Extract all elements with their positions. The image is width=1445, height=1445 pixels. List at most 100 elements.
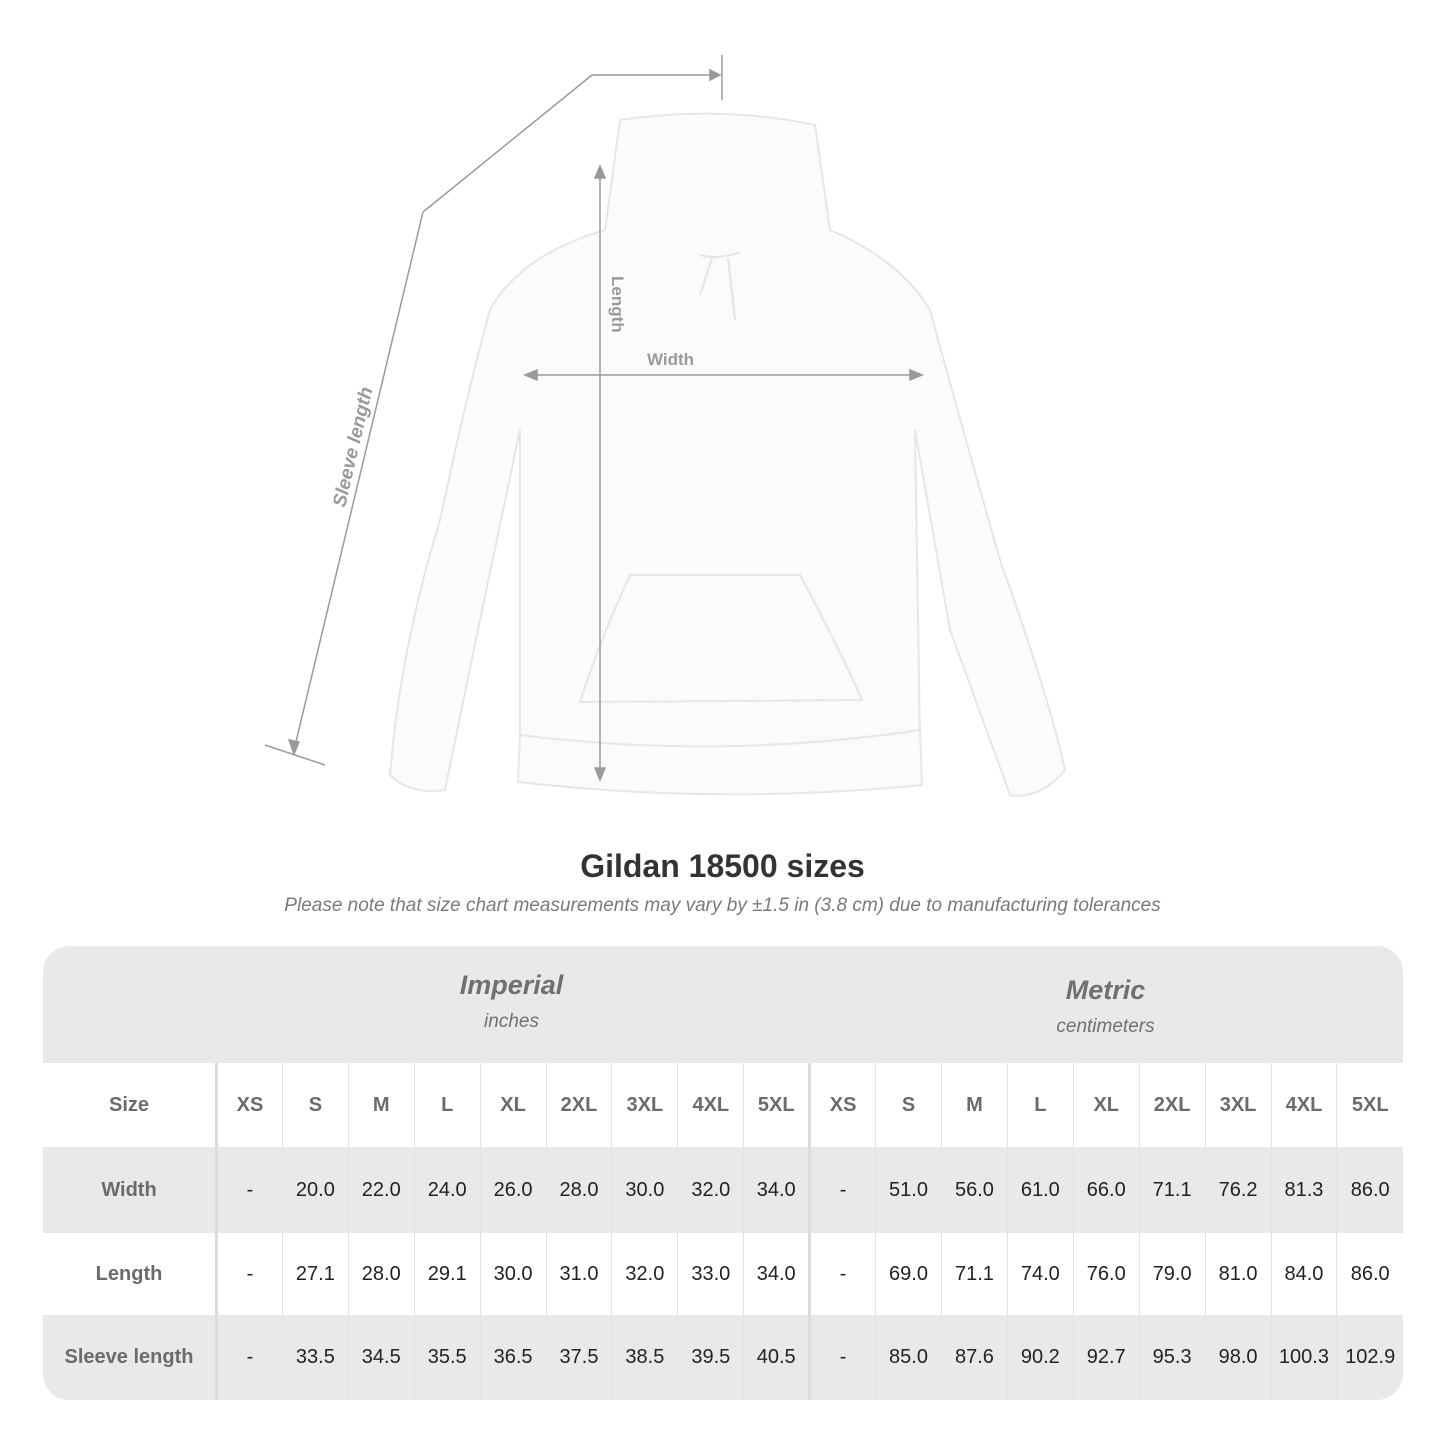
metric-size-header: 3XL [1204,1063,1271,1147]
imperial-size-header: 4XL [677,1063,744,1147]
imperial-size-header: M [347,1063,415,1147]
tolerance-note: Please note that size chart measurements… [284,895,1161,916]
metric-value-cell: 86.0 [1336,1233,1403,1315]
page-title: Gildan 18500 sizes [580,848,865,884]
imperial-value-cell: - [216,1233,283,1315]
hoodie-pocket [578,574,864,704]
sleeve-arrow-top [709,68,722,82]
metric-size-header: L [1006,1063,1074,1147]
imperial-value-cell: 28.0 [545,1147,612,1233]
imperial-value-cell: 22.0 [347,1147,415,1233]
imperial-unit: inches [484,1011,539,1032]
imperial-header: Imperial inches [215,946,808,1063]
imperial-value-cell: - [216,1147,283,1233]
metric-value-cell: 69.0 [875,1233,942,1315]
metric-value-cell: 71.1 [940,1233,1008,1315]
metric-size-header: 4XL [1270,1063,1337,1147]
metric-value-cell: - [808,1315,876,1400]
size-header-label: Size [43,1063,218,1147]
sleeve-end-tick-bottom [264,744,326,766]
metric-header: Metric centimeters [808,946,1403,1063]
imperial-size-header: S [281,1063,349,1147]
imperial-value-cell: 34.0 [743,1233,810,1315]
imperial-value-cell: 39.5 [677,1315,744,1400]
imperial-size-header: 2XL [545,1063,612,1147]
unit-header: Imperial inches Metric centimeters [43,946,1403,1063]
metric-value-cell: 98.0 [1204,1315,1271,1400]
imperial-value-cell: 31.0 [545,1233,612,1315]
length-label: Length [608,276,627,333]
metric-value-cell: - [808,1233,876,1315]
metric-size-header: 2XL [1138,1063,1206,1147]
metric-value-cell: 87.6 [940,1315,1008,1400]
imperial-value-cell: 36.5 [479,1315,547,1400]
metric-title: Metric [1065,975,1146,1005]
imperial-value-cell: 33.5 [281,1315,349,1400]
imperial-size-header: 5XL [743,1063,810,1147]
imperial-value-cell: 34.0 [743,1147,810,1233]
metric-value-cell: 92.7 [1072,1315,1140,1400]
imperial-size-header: 3XL [611,1063,678,1147]
metric-value-cell: 76.0 [1072,1233,1140,1315]
metric-value-cell: 61.0 [1006,1147,1074,1233]
metric-value-cell: 56.0 [940,1147,1008,1233]
metric-value-cell: 102.9 [1336,1315,1403,1400]
metric-value-cell: 74.0 [1006,1233,1074,1315]
metric-value-cell: 76.2 [1204,1147,1271,1233]
metric-value-cell: 95.3 [1138,1315,1206,1400]
metric-value-cell: 90.2 [1006,1315,1074,1400]
metric-size-header: S [875,1063,942,1147]
metric-size-header: M [940,1063,1008,1147]
metric-value-cell: 66.0 [1072,1147,1140,1233]
imperial-value-cell: 35.5 [413,1315,481,1400]
imperial-size-header: XL [479,1063,547,1147]
imperial-value-cell: 38.5 [611,1315,678,1400]
metric-value-cell: 100.3 [1270,1315,1337,1400]
metric-value-cell: - [808,1147,876,1233]
imperial-value-cell: 30.0 [611,1147,678,1233]
imperial-value-cell: 30.0 [479,1233,547,1315]
metric-size-header: XS [808,1063,876,1147]
imperial-size-header: L [413,1063,481,1147]
imperial-value-cell: 37.5 [545,1315,612,1400]
size-table: Size XS S M L XL 2XL 3XL 4XL 5XL XS S M L XL 2XL 3XL 4XL 5… [43,1063,1403,1400]
imperial-size-header: XS [216,1063,283,1147]
imperial-value-cell: 40.5 [743,1315,810,1400]
row-label: Width [43,1147,218,1233]
imperial-value-cell: - [216,1315,283,1400]
imperial-value-cell: 26.0 [479,1147,547,1233]
hoodie-image [388,112,1067,797]
hoodie-illustration: Length Width Sleeve length [264,55,1067,797]
sleeve-arrow-bottom [287,739,301,757]
imperial-value-cell: 29.1 [413,1233,481,1315]
metric-value-cell: 85.0 [875,1315,942,1400]
metric-value-cell: 71.1 [1138,1147,1206,1233]
table-row: Length -27.1 28.0 29.1 30.0 31.0 32.0 33.0 34.0-… [43,1233,1403,1315]
metric-value-cell: 81.0 [1204,1233,1271,1315]
imperial-value-cell: 33.0 [677,1233,744,1315]
imperial-title: Imperial [459,970,564,1000]
sleeve-line-arm [293,211,424,751]
row-label: Sleeve length [43,1315,218,1400]
metric-value-cell: 51.0 [875,1147,942,1233]
imperial-value-cell: 32.0 [611,1233,678,1315]
row-label: Length [43,1233,218,1315]
imperial-value-cell: 32.0 [677,1147,744,1233]
metric-size-header: 5XL [1336,1063,1403,1147]
metric-value-cell: 81.3 [1270,1147,1337,1233]
table-row: Sleeve length -33.5 34.5 35.5 36.5 37.5 38.5 39… [43,1315,1403,1400]
imperial-value-cell: 28.0 [347,1233,415,1315]
imperial-value-cell: 24.0 [413,1147,481,1233]
measurement-lines [264,55,924,782]
size-header-row: Size XS S M L XL 2XL 3XL 4XL 5XL XS S M L XL 2XL 3XL 4XL 5… [43,1063,1403,1147]
metric-value-cell: 79.0 [1138,1233,1206,1315]
metric-value-cell: 86.0 [1336,1147,1403,1233]
metric-value-cell: 84.0 [1270,1233,1337,1315]
imperial-value-cell: 27.1 [281,1233,349,1315]
width-arrow-right [909,368,924,382]
length-arrow-bottom [593,767,607,782]
sleeve-length-label: Sleeve length [329,385,377,509]
size-chart-table: Imperial inches Metric centimeters Size X… [43,946,1403,1400]
width-label: Width [647,350,694,369]
imperial-value-cell: 20.0 [281,1147,349,1233]
